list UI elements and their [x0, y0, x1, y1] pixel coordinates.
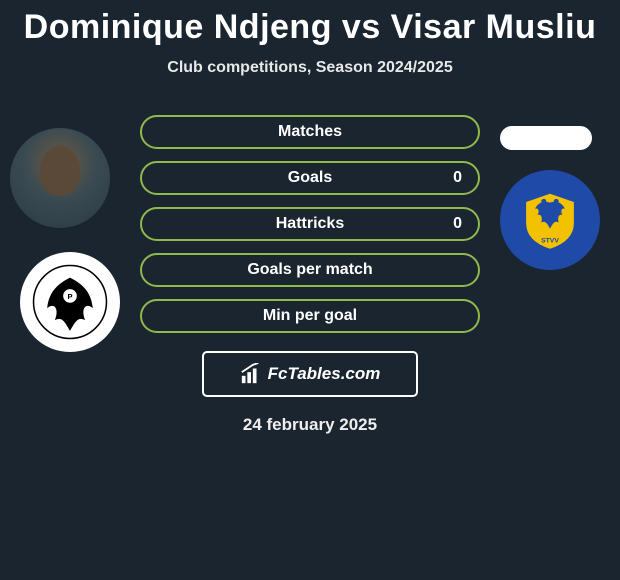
stat-label: Matches — [278, 123, 342, 141]
stat-row-goals: Goals 0 — [140, 161, 480, 195]
brand-text: FcTables.com — [268, 364, 381, 384]
stat-right-value: 0 — [453, 215, 462, 233]
stat-row-goals-per-match: Goals per match — [140, 253, 480, 287]
stat-label: Goals per match — [247, 261, 372, 279]
svg-text:P: P — [67, 292, 72, 301]
brand-box: FcTables.com — [202, 351, 418, 397]
stat-label: Min per goal — [263, 307, 357, 325]
svg-text:STVV: STVV — [541, 237, 559, 244]
club-badge-left: P — [20, 252, 120, 352]
stat-row-min-per-goal: Min per goal — [140, 299, 480, 333]
date-text: 24 february 2025 — [0, 415, 620, 435]
eagle-crest-icon: P — [32, 264, 108, 340]
stat-label: Goals — [288, 169, 332, 187]
player-avatar-left — [10, 128, 110, 228]
club-badge-right: STVV — [500, 170, 600, 270]
player-avatar-right-placeholder — [500, 126, 592, 150]
stat-right-value: 0 — [453, 169, 462, 187]
stat-row-matches: Matches — [140, 115, 480, 149]
stat-label: Hattricks — [276, 215, 344, 233]
bar-chart-icon — [240, 363, 262, 385]
page-title: Dominique Ndjeng vs Visar Musliu — [0, 0, 620, 47]
stat-row-hattricks: Hattricks 0 — [140, 207, 480, 241]
page-subtitle: Club competitions, Season 2024/2025 — [0, 59, 620, 77]
double-eagle-shield-icon: STVV — [519, 189, 581, 251]
